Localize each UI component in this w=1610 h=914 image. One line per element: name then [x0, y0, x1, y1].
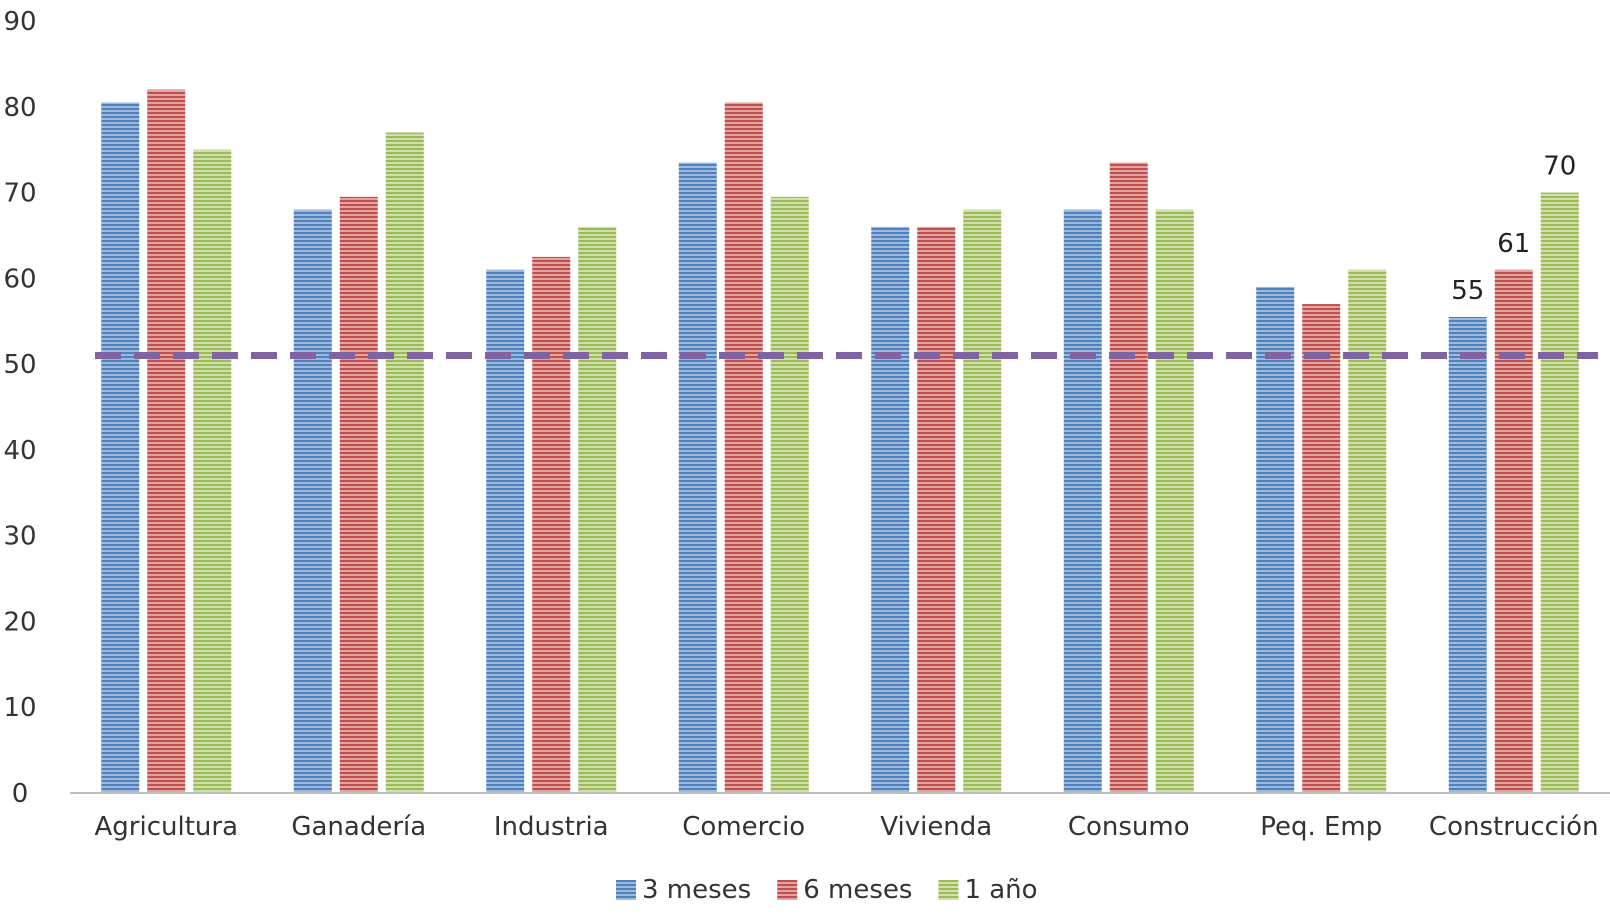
legend-swatch	[777, 880, 798, 900]
y-tick-label: 10	[3, 693, 36, 723]
bar	[1302, 304, 1341, 793]
bar	[724, 102, 763, 793]
y-tick-label: 80	[3, 93, 36, 123]
legend-swatch	[938, 880, 959, 900]
x-tick-label: Vivienda	[880, 812, 992, 842]
y-tick-label: 0	[12, 779, 29, 809]
x-tick-label: Peq. Emp	[1260, 812, 1382, 842]
y-tick-label: 60	[3, 264, 36, 294]
y-tick-label: 40	[3, 436, 36, 466]
y-tick-label: 50	[3, 350, 36, 380]
x-axis: Agricultura Ganadería Industria Comercio Viv…	[95, 812, 1599, 842]
bar	[339, 196, 378, 793]
bars	[101, 89, 1579, 794]
bar	[578, 226, 617, 793]
bar	[871, 226, 910, 793]
x-tick-label: Construcción	[1429, 812, 1599, 842]
bar	[917, 226, 956, 793]
y-tick-label: 70	[3, 179, 36, 209]
bar	[486, 269, 525, 793]
x-tick-label: Industria	[494, 812, 609, 842]
bar	[532, 256, 571, 793]
legend-label: 3 meses	[642, 875, 751, 905]
bar	[678, 162, 717, 794]
bar	[1256, 286, 1295, 793]
data-labels: 55 61 70	[1451, 152, 1576, 306]
y-tick-label: 20	[3, 607, 36, 637]
legend-swatch	[616, 880, 636, 900]
legend-label: 1 año	[964, 875, 1037, 905]
bar	[1540, 192, 1579, 794]
bar	[193, 149, 232, 793]
bar	[1063, 209, 1102, 793]
bar	[101, 102, 140, 793]
bar	[1448, 316, 1487, 793]
bar	[293, 209, 332, 793]
legend: 3 meses 6 meses 1 año	[616, 875, 1038, 905]
legend-label: 6 meses	[803, 875, 912, 905]
bar	[1348, 269, 1387, 793]
x-tick-label: Ganadería	[291, 812, 426, 842]
bar	[1494, 269, 1533, 793]
y-tick-label: 90	[3, 7, 36, 37]
bar	[770, 196, 809, 793]
bar	[1109, 162, 1148, 794]
bar	[147, 89, 186, 794]
x-tick-label: Agricultura	[95, 812, 239, 842]
y-tick-label: 30	[3, 522, 36, 552]
data-label: 55	[1451, 276, 1484, 306]
bar	[963, 209, 1002, 793]
x-tick-label: Consumo	[1068, 812, 1190, 842]
bar	[1155, 209, 1194, 793]
data-label: 61	[1497, 229, 1530, 259]
bar	[385, 132, 424, 793]
y-axis: 0 10 20 30 40 50 60 70 80 90	[3, 7, 36, 809]
x-tick-label: Comercio	[682, 812, 805, 842]
data-label: 70	[1543, 152, 1576, 182]
